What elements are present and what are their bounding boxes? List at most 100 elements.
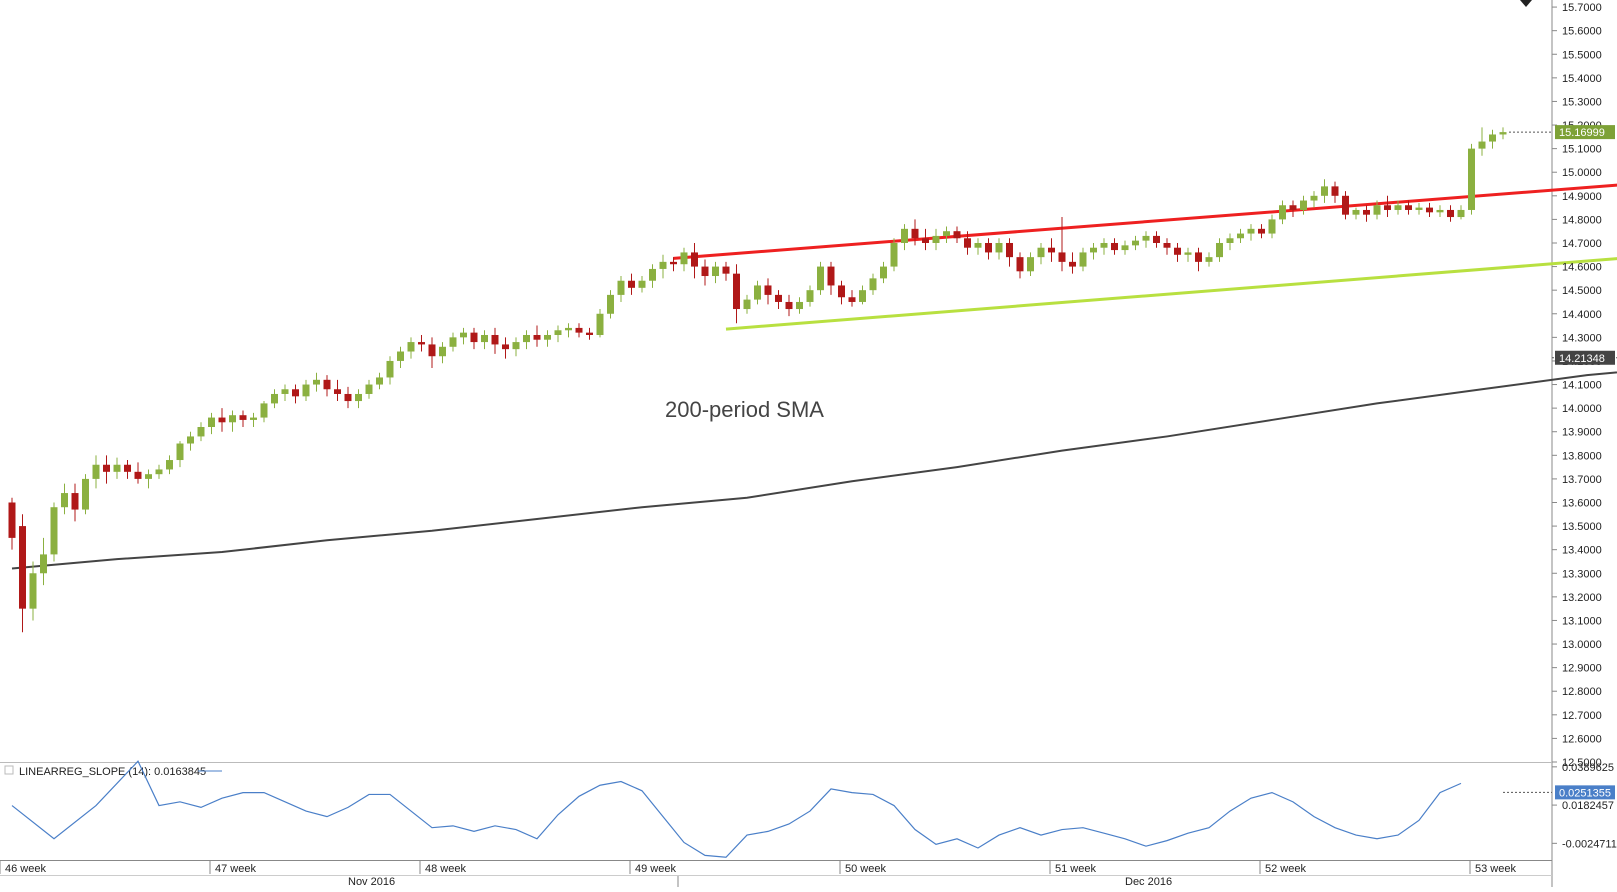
candle-body <box>1237 234 1244 239</box>
candle-body <box>1101 243 1108 248</box>
candle-body <box>1216 243 1223 257</box>
price-tick-label: 14.0000 <box>1562 403 1602 415</box>
price-tick-label: 15.4000 <box>1562 73 1602 85</box>
candle-body <box>1353 210 1360 215</box>
candle-body <box>670 262 677 264</box>
candle-body <box>1195 252 1202 261</box>
candle-body <box>702 267 709 276</box>
candle-body <box>324 380 331 389</box>
candle-body <box>219 418 226 423</box>
candle-body <box>565 328 572 330</box>
indicator-tick-label: 0.0389625 <box>1562 762 1614 774</box>
candle-body <box>303 385 310 397</box>
candle-body <box>82 479 89 510</box>
candle-body <box>1342 196 1349 215</box>
candle-body <box>1069 262 1076 267</box>
candle-body <box>859 290 866 302</box>
candle-body <box>387 361 394 378</box>
price-tick-label: 14.8000 <box>1562 214 1602 226</box>
candle-body <box>418 342 425 344</box>
candle-body <box>796 302 803 309</box>
month-label: Nov 2016 <box>348 876 395 887</box>
price-tick-label: 13.3000 <box>1562 568 1602 580</box>
candle-body <box>880 267 887 279</box>
candle <box>51 502 58 561</box>
candle-body <box>450 337 457 346</box>
candle-body <box>628 281 635 288</box>
candle-body <box>471 333 478 342</box>
candle-body <box>1048 248 1055 253</box>
candle-body <box>754 285 761 299</box>
candle-body <box>135 472 142 479</box>
price-tick-label: 14.3000 <box>1562 332 1602 344</box>
week-label: 53 week <box>1475 863 1516 875</box>
candle-body <box>1111 243 1118 250</box>
candle-body <box>544 335 551 340</box>
candle-body <box>9 502 16 537</box>
candle-body <box>492 335 499 344</box>
candle-body <box>72 493 79 510</box>
candle-body <box>1479 142 1486 149</box>
sma-annotation: 200-period SMA <box>665 397 824 422</box>
candle-body <box>292 389 299 396</box>
candle-body <box>618 281 625 295</box>
candle-body <box>744 300 751 309</box>
price-tick-label: 12.8000 <box>1562 686 1602 698</box>
price-tick-label: 14.4000 <box>1562 309 1602 321</box>
candle-body <box>1038 248 1045 257</box>
price-tick-label: 15.7000 <box>1562 2 1602 14</box>
price-tick-label: 13.7000 <box>1562 474 1602 486</box>
candle-body <box>513 342 520 349</box>
candle-body <box>1416 208 1423 210</box>
candle-body <box>282 389 289 394</box>
candle-body <box>1059 252 1066 261</box>
candle-body <box>114 465 121 472</box>
price-tick-label: 14.9000 <box>1562 191 1602 203</box>
price-tick-label: 13.5000 <box>1562 521 1602 533</box>
candle-body <box>996 243 1003 252</box>
price-tick-label: 15.5000 <box>1562 49 1602 61</box>
candle-body <box>439 347 446 356</box>
candle-body <box>103 465 110 472</box>
candle-body <box>502 344 509 349</box>
price-tick-label: 13.0000 <box>1562 639 1602 651</box>
candle-body <box>1269 219 1276 233</box>
candle-body <box>975 243 982 248</box>
candle-body <box>271 394 278 403</box>
candle-body <box>1332 186 1339 195</box>
price-tick-label: 15.1000 <box>1562 144 1602 156</box>
candle-body <box>1090 248 1097 253</box>
price-tick-label: 14.6000 <box>1562 262 1602 274</box>
candle-body <box>397 352 404 361</box>
candle-body <box>954 231 961 238</box>
candle-body <box>1447 210 1454 217</box>
candle-body <box>1143 236 1150 241</box>
week-label: 49 week <box>635 863 676 875</box>
candle-body <box>786 302 793 309</box>
candle-body <box>639 281 646 288</box>
candle-body <box>1122 245 1129 250</box>
candle-body <box>807 290 814 302</box>
candle-body <box>523 335 530 342</box>
candle-body <box>261 403 268 417</box>
price-tick-label: 13.1000 <box>1562 615 1602 627</box>
candle-body <box>19 526 26 609</box>
candle-body <box>30 573 37 608</box>
price-tick-label: 15.3000 <box>1562 96 1602 108</box>
candle-body <box>1374 205 1381 214</box>
candle-body <box>1405 205 1412 210</box>
candle-body <box>607 295 614 314</box>
candle-body <box>1290 205 1297 210</box>
candle-body <box>1164 243 1171 248</box>
candle-body <box>1437 210 1444 212</box>
price-tick-label: 15.6000 <box>1562 26 1602 38</box>
candle-body <box>198 427 205 436</box>
candle-body <box>723 267 730 274</box>
candle-body <box>124 465 131 472</box>
candle-body <box>597 314 604 335</box>
price-tick-label: 12.7000 <box>1562 710 1602 722</box>
candle-body <box>93 465 100 479</box>
candle-body <box>1363 210 1370 215</box>
